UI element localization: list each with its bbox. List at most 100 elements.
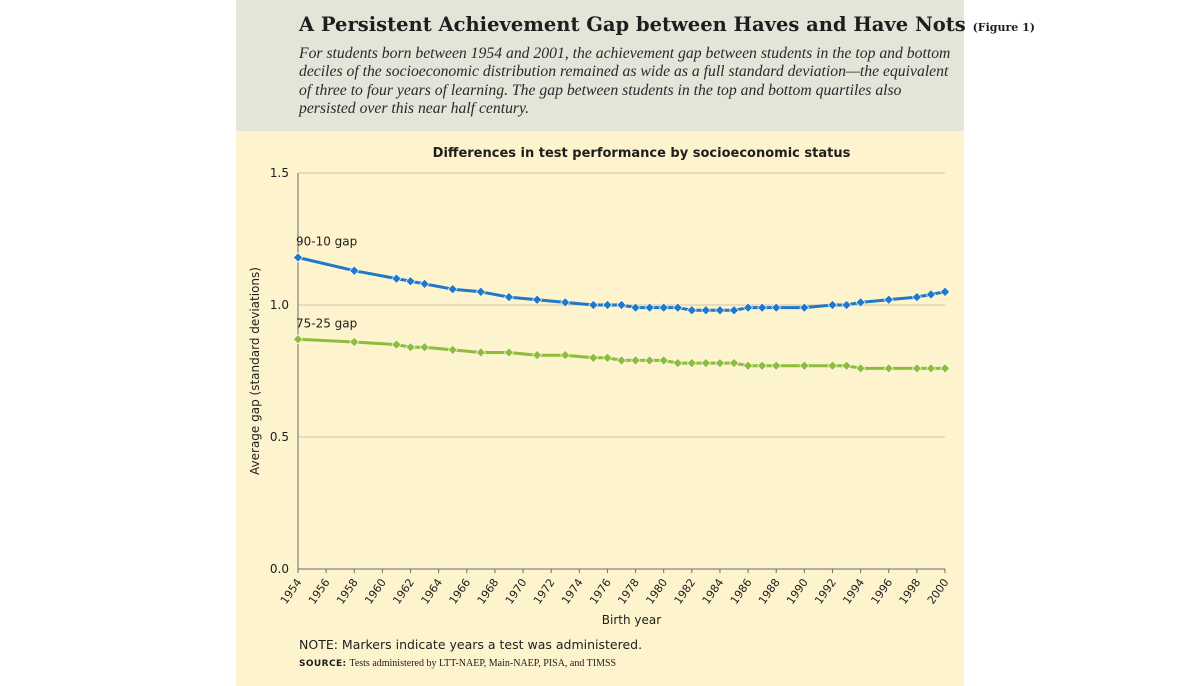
x-tick-label: 1972 xyxy=(531,576,558,606)
x-tick-label: 1982 xyxy=(672,576,699,606)
chart-note: NOTE: Markers indicate years a test was … xyxy=(299,637,643,652)
data-point-90-10-gap xyxy=(714,305,725,316)
x-tick-label: 1960 xyxy=(362,576,389,606)
data-point-90-10-gap xyxy=(911,292,922,303)
series-label-75-25-gap: 75-25 gap xyxy=(296,316,357,330)
data-point-75-25-gap xyxy=(560,350,571,361)
data-point-90-10-gap xyxy=(616,299,627,311)
x-tick-label: 1964 xyxy=(418,576,445,606)
data-point-90-10-gap xyxy=(602,299,613,311)
data-point-90-10-gap xyxy=(391,273,402,284)
data-point-75-25-gap xyxy=(827,360,838,371)
chart-title: Differences in test performance by socio… xyxy=(433,146,851,161)
data-point-90-10-gap xyxy=(292,252,304,263)
figure-title: A Persistent Achievement Gap between Hav… xyxy=(299,13,1035,36)
data-point-75-25-gap xyxy=(475,347,486,358)
data-point-75-25-gap xyxy=(405,342,416,353)
data-point-90-10-gap xyxy=(700,305,711,316)
data-point-75-25-gap xyxy=(391,339,402,350)
x-tick-label: 1968 xyxy=(475,576,502,606)
data-point-90-10-gap xyxy=(827,299,838,311)
data-point-75-25-gap xyxy=(644,355,655,366)
data-point-75-25-gap xyxy=(925,363,936,374)
data-point-90-10-gap xyxy=(532,294,543,305)
figure-header: A Persistent Achievement Gap between Hav… xyxy=(236,0,1035,131)
x-tick-label: 1984 xyxy=(700,576,727,606)
x-tick-label: 2000 xyxy=(925,576,952,606)
data-point-90-10-gap xyxy=(728,305,740,316)
y-tick-label: 1.5 xyxy=(270,166,289,180)
y-tick-label: 1.0 xyxy=(270,298,289,312)
data-point-90-10-gap xyxy=(588,299,599,311)
x-tick-label: 1994 xyxy=(840,576,867,606)
x-tick-label: 1996 xyxy=(868,576,895,606)
data-point-90-10-gap xyxy=(771,302,782,313)
data-point-90-10-gap xyxy=(560,297,571,308)
data-point-75-25-gap xyxy=(855,363,866,374)
data-point-75-25-gap xyxy=(602,352,613,363)
data-point-75-25-gap xyxy=(686,358,697,369)
data-point-90-10-gap xyxy=(419,278,430,289)
figure-title-text: A Persistent Achievement Gap between Hav… xyxy=(299,13,966,36)
data-point-90-10-gap xyxy=(743,302,754,313)
x-tick-label: 1998 xyxy=(897,576,924,606)
x-tick-label: 1966 xyxy=(447,576,474,606)
x-tick-label: 1988 xyxy=(756,576,783,606)
data-point-90-10-gap xyxy=(841,299,852,311)
data-point-75-25-gap xyxy=(771,360,782,371)
data-point-75-25-gap xyxy=(757,360,768,371)
y-axis-label: Average gap (standard deviations) xyxy=(248,267,262,475)
data-point-75-25-gap xyxy=(728,358,740,369)
data-point-75-25-gap xyxy=(292,334,304,345)
x-tick-label: 1958 xyxy=(334,576,361,606)
data-point-90-10-gap xyxy=(658,302,669,313)
x-tick-label: 1956 xyxy=(306,576,333,606)
data-point-90-10-gap xyxy=(925,289,936,300)
source-text: Tests administered by LTT-NAEP, Main-NAE… xyxy=(349,658,617,669)
line-chart: Differences in test performance by socio… xyxy=(248,146,952,627)
data-point-90-10-gap xyxy=(799,302,810,313)
x-tick-label: 1992 xyxy=(812,576,839,606)
data-point-90-10-gap xyxy=(883,294,894,305)
data-point-75-25-gap xyxy=(799,360,810,371)
figure-subtitle: For students born between 1954 and 2001,… xyxy=(299,45,951,118)
chart-source: SOURCE: Tests administered by LTT-NAEP, … xyxy=(299,658,616,669)
data-point-90-10-gap xyxy=(630,302,641,313)
data-point-75-25-gap xyxy=(883,363,894,374)
x-tick-label: 1970 xyxy=(503,576,530,606)
data-point-75-25-gap xyxy=(616,355,627,366)
data-point-90-10-gap xyxy=(405,276,416,287)
data-point-75-25-gap xyxy=(700,358,711,369)
figure-panel: A Persistent Achievement Gap between Hav… xyxy=(236,0,1035,686)
data-point-75-25-gap xyxy=(349,336,360,347)
data-point-90-10-gap xyxy=(475,286,486,297)
y-tick-label: 0.5 xyxy=(270,430,289,444)
data-point-75-25-gap xyxy=(743,360,754,371)
data-point-75-25-gap xyxy=(419,342,430,353)
data-point-90-10-gap xyxy=(757,302,768,313)
x-tick-label: 1980 xyxy=(643,576,670,606)
data-point-75-25-gap xyxy=(532,350,543,361)
data-point-75-25-gap xyxy=(588,352,599,363)
data-point-90-10-gap xyxy=(939,286,951,297)
data-point-90-10-gap xyxy=(686,305,697,316)
data-point-90-10-gap xyxy=(644,302,655,313)
data-point-90-10-gap xyxy=(447,284,458,295)
x-tick-label: 1962 xyxy=(390,576,417,606)
data-point-75-25-gap xyxy=(911,363,922,374)
data-point-75-25-gap xyxy=(658,355,669,366)
data-point-90-10-gap xyxy=(855,297,866,308)
series-label-90-10-gap: 90-10 gap xyxy=(296,234,357,248)
data-point-90-10-gap xyxy=(503,292,515,303)
data-point-75-25-gap xyxy=(841,360,852,371)
x-tick-label: 1974 xyxy=(559,576,586,606)
source-label: SOURCE: xyxy=(299,659,347,669)
y-tick-label: 0.0 xyxy=(270,562,289,576)
data-point-75-25-gap xyxy=(672,358,683,369)
x-tick-label: 1990 xyxy=(784,576,811,606)
data-point-90-10-gap xyxy=(349,265,360,276)
data-point-75-25-gap xyxy=(714,358,725,369)
x-tick-label: 1986 xyxy=(728,576,755,606)
data-point-75-25-gap xyxy=(447,344,458,355)
x-axis-label: Birth year xyxy=(602,613,661,627)
